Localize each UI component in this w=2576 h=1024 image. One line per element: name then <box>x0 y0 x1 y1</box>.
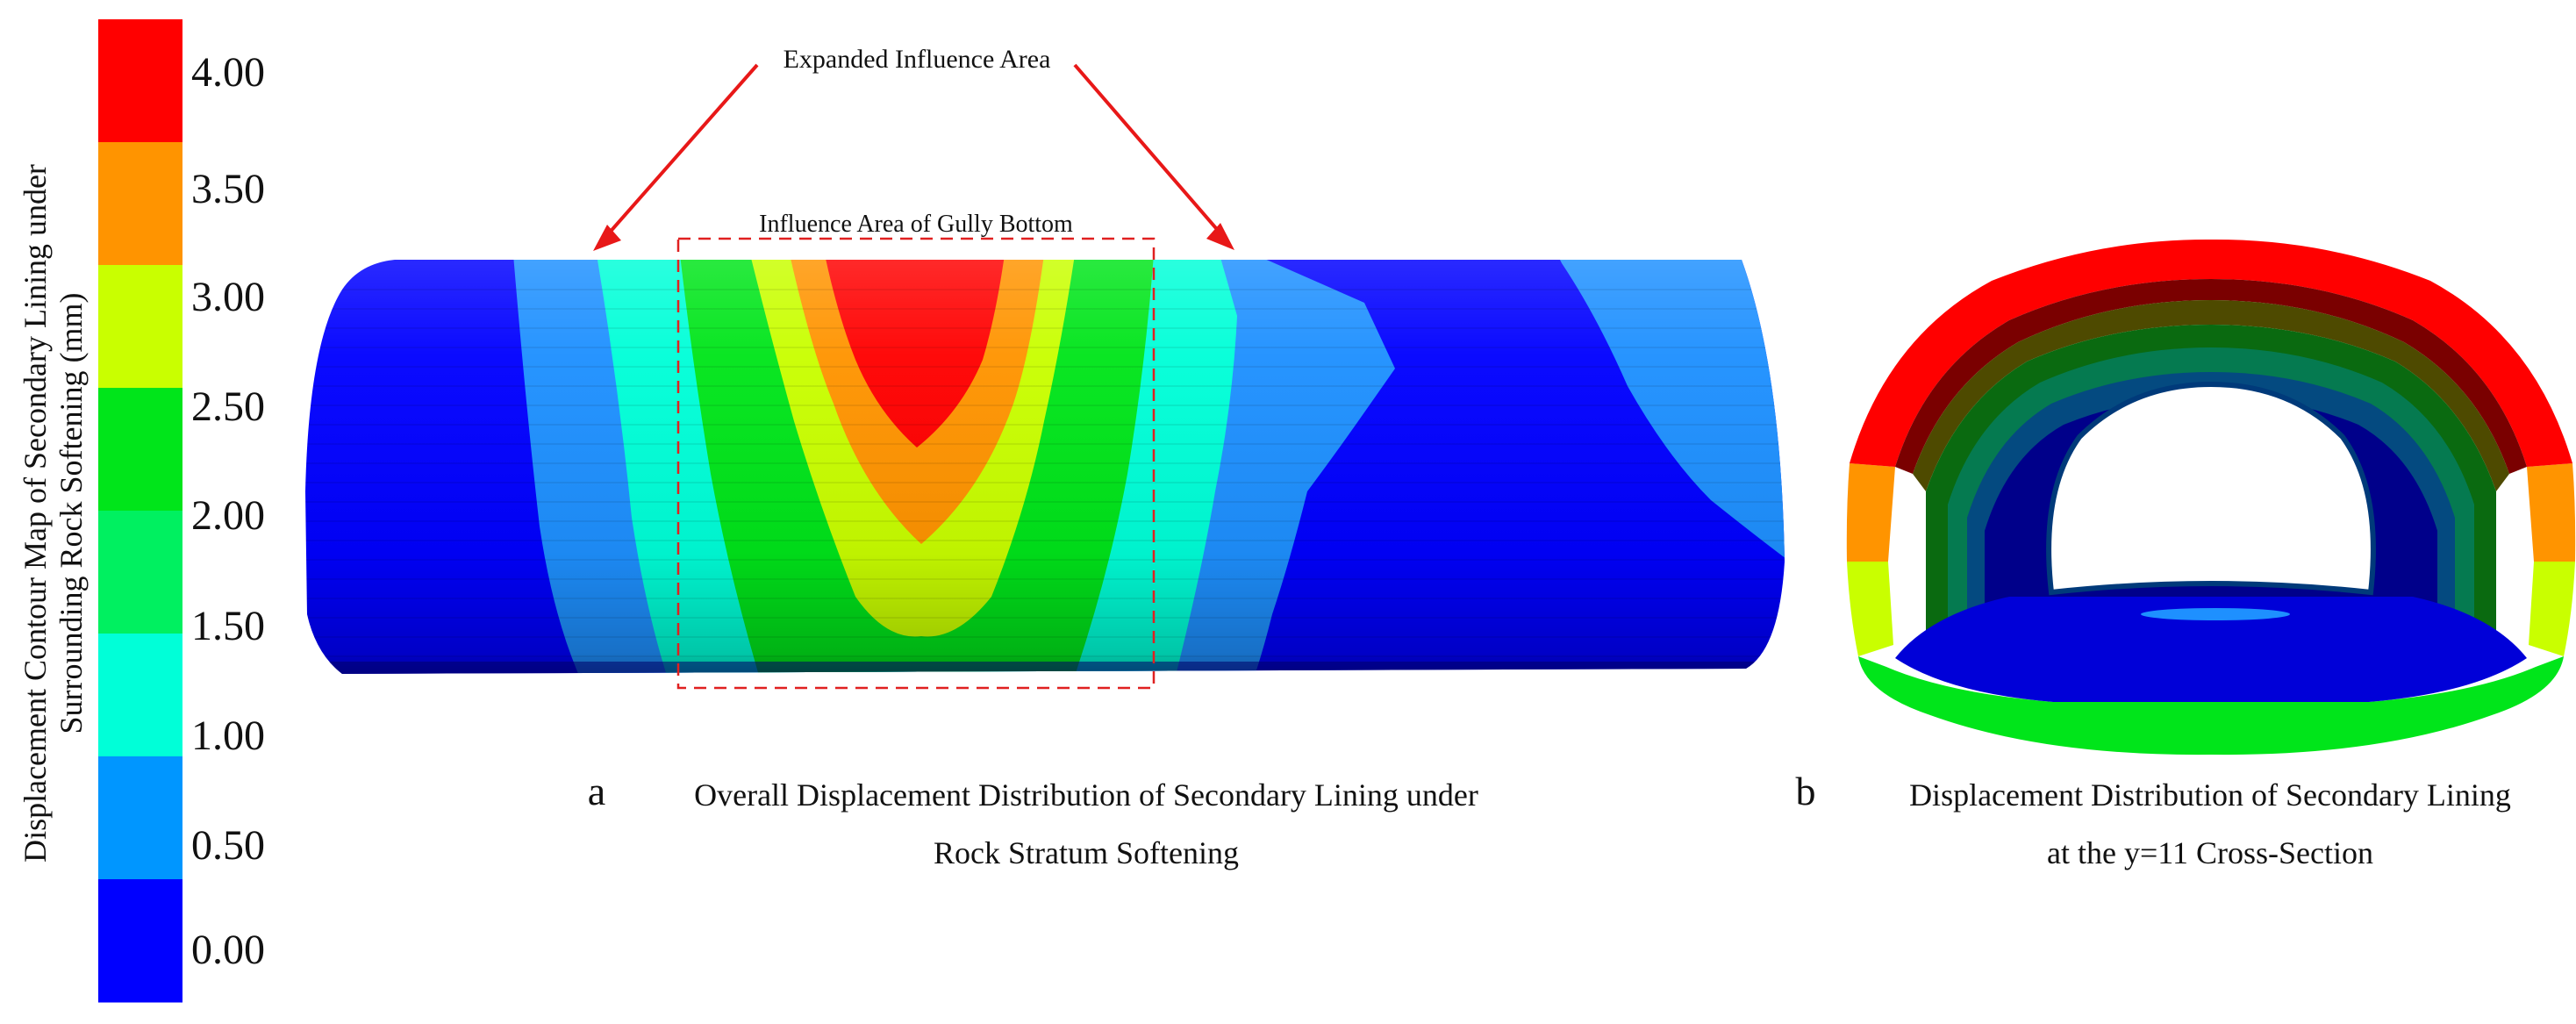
panel-b-cross-section: b Displacement Distribution of Secondary… <box>1796 239 2576 870</box>
colorbar-tick-label: 3.50 <box>191 166 265 212</box>
colorbar-band <box>98 265 182 389</box>
panel-b-caption-line1: Displacement Distribution of Secondary L… <box>1909 777 2511 813</box>
panel-b-caption-line2: at the y=11 Cross-Section <box>2047 835 2373 870</box>
cross-section-mid-side-left <box>1846 463 1895 562</box>
colorbar-band <box>98 388 182 512</box>
arrow-head-right <box>1206 223 1234 250</box>
cross-section-bottom-band <box>1858 656 2564 755</box>
arrow-head-left <box>593 225 621 251</box>
cross-section-floor-highlight <box>2141 608 2290 620</box>
colorbar-tick-label: 4.00 <box>191 49 265 96</box>
cross-section-lower-side-left <box>1847 562 1893 656</box>
cross-section-lower-side-right <box>2529 562 2575 656</box>
cross-section-crown-band <box>1850 239 2572 467</box>
colorbar-band <box>98 634 182 757</box>
cross-section-opening <box>2046 381 2376 596</box>
colorbar-band <box>98 19 182 143</box>
expanded-influence-label: Expanded Influence Area <box>784 45 1051 74</box>
tunnel-bottom-edge <box>305 662 1785 674</box>
tunnel-shading <box>305 260 1785 674</box>
colorbar-tick-label: 3.00 <box>191 274 265 320</box>
colorbar-tick-label: 1.50 <box>191 603 265 649</box>
expanded-arrow-right <box>1073 63 1228 242</box>
colorbar-band <box>98 142 182 266</box>
colorbar-bands <box>98 19 182 1003</box>
colorbar-tick-label: 0.50 <box>191 822 265 869</box>
cross-section-mid-side-right <box>2527 463 2576 562</box>
expanded-arrow-left <box>599 63 759 244</box>
colorbar-band <box>98 756 182 880</box>
colorbar-title-line1: Displacement Contour Map of Secondary Li… <box>18 164 53 863</box>
cross-section-floor <box>1895 597 2527 702</box>
colorbar-ticks: 4.00 3.50 3.00 2.50 2.00 1.50 1.00 0.50 0.00 <box>191 49 265 973</box>
colorbar-band <box>98 879 182 1003</box>
colorbar-tick-label: 0.00 <box>191 927 265 973</box>
gully-bottom-dashed-box <box>676 237 1156 690</box>
colorbar-tick-label: 2.00 <box>191 492 265 539</box>
panel-a-caption-line2: Rock Stratum Softening <box>934 835 1239 870</box>
panel-b-letter: b <box>1796 769 1816 813</box>
tunnel-mesh-lines <box>305 289 1785 657</box>
panel-a-letter: a <box>588 769 605 813</box>
colorbar-tick-label: 2.50 <box>191 383 265 430</box>
colorbar-title-line2: Surrounding Rock Softening (mm) <box>54 293 89 734</box>
colorbar: 4.00 3.50 3.00 2.50 2.00 1.50 1.00 0.50 0.00 Dis… <box>18 19 265 1003</box>
panel-a-caption-line1: Overall Displacement Distribution of Sec… <box>694 777 1478 813</box>
colorbar-band <box>98 511 182 634</box>
panel-a-tunnel-model: Influence Area of Gully Bottom Expanded … <box>305 45 1785 870</box>
colorbar-tick-label: 1.00 <box>191 713 265 759</box>
gully-bottom-label: Influence Area of Gully Bottom <box>759 211 1073 238</box>
